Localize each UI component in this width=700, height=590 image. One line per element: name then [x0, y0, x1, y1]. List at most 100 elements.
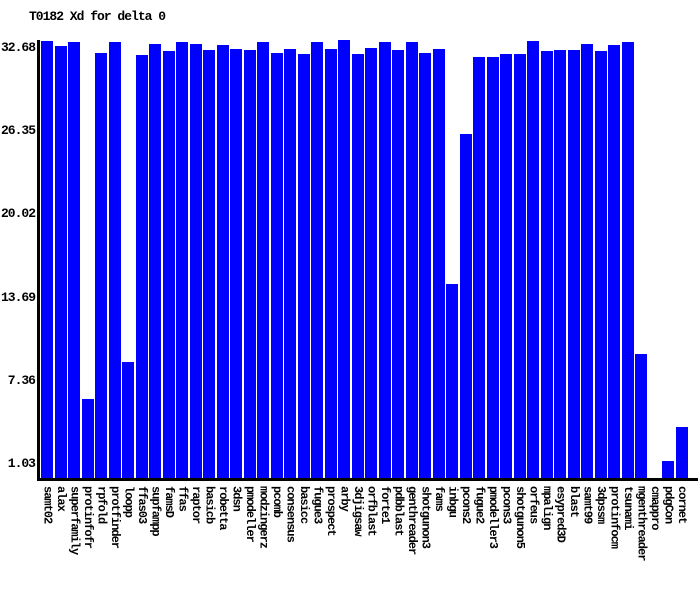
x-label-protinfocm: protinfocm [607, 486, 622, 549]
bar-orfblast [365, 47, 377, 478]
bar-pdgCon [662, 460, 674, 478]
bar-genthreader [405, 42, 418, 478]
x-label-inbgu: inbgu [445, 486, 460, 518]
bar-pcons2 [459, 134, 472, 478]
x-label-pdgCon: pdgCon [661, 486, 676, 524]
bar-basicc [297, 54, 310, 478]
x-label-fugue2: fugue2 [472, 486, 487, 524]
x-label-mgenthreader: mgenthreader [634, 486, 649, 561]
x-label-protinfofr: protinfofr [81, 486, 95, 549]
x-label-superfamily: superfamily [67, 486, 82, 555]
x-label-blast: blast [567, 486, 581, 518]
x-label-ffas03: ffas03 [135, 486, 149, 524]
x-label-ffas: ffas [175, 486, 190, 511]
bar-tsunami [621, 42, 634, 478]
y-tick-label: 20.02 [0, 206, 36, 222]
y-tick-label: 32.68 [0, 39, 36, 55]
x-label-cornet: cornet [675, 486, 689, 524]
bar-superfamily [68, 42, 80, 478]
bar-protinfofr [81, 399, 94, 478]
bar-supfampp [149, 43, 161, 478]
x-label-loopp: loopp [121, 486, 136, 518]
x-label-3djigsaw: 3djigsaw [351, 486, 365, 536]
bar-cornet [675, 426, 688, 478]
bar-loopp [122, 362, 134, 478]
bar-mpalign [540, 51, 553, 478]
bar-fams [432, 48, 445, 478]
x-label-arby: arby [337, 486, 352, 511]
x-label-rpfold: rpfold [94, 486, 109, 524]
bar-pcons3 [500, 54, 512, 478]
x-label-3dsn: 3dsn [229, 486, 244, 511]
bar-fugue2 [473, 56, 485, 478]
x-label-robetta: robetta [216, 486, 230, 530]
x-label-supfampp: supfampp [148, 486, 163, 536]
x-label-basicc: basicc [297, 486, 311, 524]
y-tick-label: 7.36 [7, 373, 36, 389]
bar-basicb [203, 50, 215, 478]
bar-shotgunon3 [419, 52, 431, 478]
x-label-pcomb: pcomb [270, 486, 284, 518]
bar-samt99 [581, 43, 593, 478]
bar-3djigsaw [351, 54, 364, 478]
x-label-famsD: famsD [162, 486, 176, 518]
chart-title: T0182 Xd for delta 0 [29, 9, 166, 24]
x-label-raptor: raptor [189, 486, 203, 524]
bar-pdbblast [392, 50, 404, 478]
x-label-mpalign: mpalign [540, 486, 554, 530]
x-label-samt02: samt02 [40, 486, 55, 524]
bar-ffas [176, 42, 188, 478]
bar-orfeus [527, 40, 539, 478]
x-label-prospect: prospect [324, 486, 338, 536]
bar-ffas03 [135, 55, 148, 478]
bar-esypred3D [554, 50, 566, 478]
x-label-pdbblast: pdbblast [391, 486, 406, 536]
bar-pmodeller [243, 50, 256, 478]
x-label-pmodeller3: pmodeller3 [486, 486, 500, 549]
x-label-cmappro: cmappro [648, 486, 662, 530]
x-label-esypred3D: esypred3D [553, 486, 568, 542]
bar-shotgunon5 [513, 54, 526, 478]
bar-consensus [284, 48, 296, 478]
bar-blast [567, 50, 580, 478]
x-label-basicb: basicb [202, 486, 217, 524]
x-label-shotgunon5: shotgunon5 [513, 486, 527, 549]
bar-inbgu [446, 284, 458, 478]
x-label-forte1: forte1 [378, 486, 392, 524]
bar-raptor [189, 43, 202, 478]
bar-prospect [324, 48, 337, 478]
bar-rpfold [95, 52, 107, 478]
x-label-fugue3: fugue3 [310, 486, 325, 524]
bar-pmodeller3 [486, 56, 499, 478]
x-label-fams: fams [432, 486, 446, 511]
bar-robetta [216, 44, 229, 478]
y-axis-line [37, 40, 40, 481]
x-label-genthreader: genthreader [405, 486, 419, 555]
bar-fugue3 [311, 42, 323, 478]
x-label-orfeus: orfeus [526, 486, 541, 524]
bar-forte1 [378, 42, 391, 478]
x-label-protfinder: protfinder [108, 486, 122, 549]
x-label-pmodeller: pmodeller [243, 486, 257, 542]
x-label-modzingerz: modzingerz [256, 486, 271, 549]
x-label-alax: alax [54, 486, 68, 511]
bar-mgenthreader [635, 354, 647, 478]
bar-samt02 [41, 40, 53, 478]
x-label-pcons2: pcons2 [459, 486, 473, 524]
bar-modzingerz [257, 42, 269, 478]
bar-famsD [162, 51, 175, 478]
x-axis-line [37, 478, 698, 481]
x-label-shotgunon3: shotgunon3 [418, 486, 433, 549]
x-label-consensus: consensus [283, 486, 298, 542]
y-tick-label: 26.35 [0, 123, 36, 139]
x-label-3dpssm: 3dpssm [594, 486, 608, 524]
bar-3dpssm [594, 51, 607, 478]
bar-3dsn [230, 48, 242, 478]
bar-arby [338, 39, 350, 478]
bar-protinfocm [608, 44, 620, 478]
x-label-tsunami: tsunami [621, 486, 635, 530]
bar-pcomb [270, 52, 283, 478]
bar-protfinder [108, 42, 121, 478]
y-tick-label: 1.03 [7, 456, 36, 472]
